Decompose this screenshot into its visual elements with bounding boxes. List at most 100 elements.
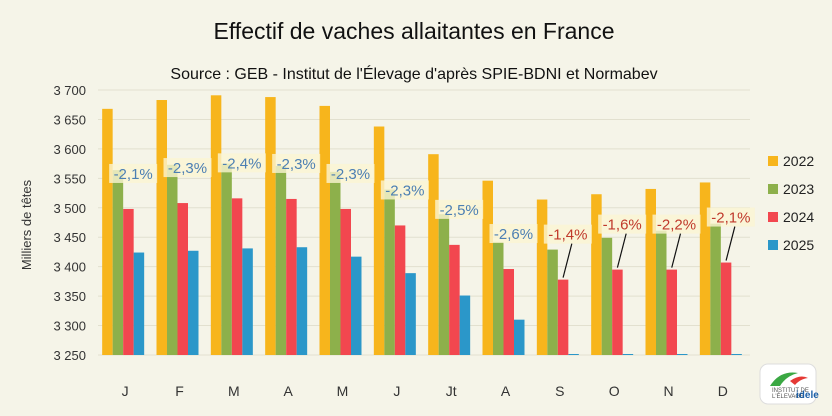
- y-tick-label: 3 300: [53, 319, 86, 334]
- logo-leaf-icon: [770, 372, 798, 386]
- bar-2024: [231, 198, 243, 355]
- x-tick-label: M: [337, 383, 349, 399]
- legend-swatch-2025: [768, 240, 778, 250]
- bar-2024: [666, 269, 677, 355]
- annotation-bg: [598, 214, 647, 234]
- bar-2025: [351, 256, 362, 355]
- x-tick-label: O: [609, 383, 620, 399]
- bar-2022: [645, 188, 656, 355]
- idele-logo: INSTITUT DE L'ÉLEVAGE idele: [759, 363, 819, 405]
- chart-title: Effectif de vaches allaitantes en France: [213, 18, 614, 44]
- annotation-leader-line: [562, 243, 573, 278]
- bar-2024: [720, 262, 732, 355]
- y-axis-ticks: 3 250 3 300 3 350 3 400 3 450 3 500 3 550 3 600…: [53, 83, 86, 363]
- bar-2025: [242, 248, 253, 355]
- bar-2022: [536, 199, 548, 355]
- bar-2022: [428, 154, 439, 355]
- legend-label-2022: 2022: [783, 153, 814, 169]
- legend-label-2025: 2025: [783, 237, 814, 253]
- annotation-leader-line: [725, 226, 736, 261]
- annotation-leader-line: [671, 233, 682, 268]
- bar-2024: [449, 244, 460, 355]
- bar-2024: [286, 198, 297, 355]
- bar-2022: [482, 180, 493, 355]
- annotation-bg: [706, 207, 755, 227]
- bar-2023: [601, 237, 613, 355]
- bar-2022: [373, 126, 385, 355]
- bar-2023: [167, 164, 178, 355]
- bar-2023: [330, 171, 341, 355]
- y-tick-label: 3 550: [53, 171, 86, 186]
- legend-swatch-2024: [768, 212, 778, 222]
- annotations: -2,1% -2,3% -2,4% -2,3% -2,3% -2,3% -2,5% -2,6%…: [109, 153, 755, 278]
- x-tick-label: A: [283, 383, 293, 399]
- bar-2024: [557, 279, 569, 355]
- x-tick-label: D: [718, 383, 728, 399]
- bar-2025: [188, 250, 199, 355]
- x-tick-label: J: [393, 383, 400, 399]
- annotation-bg: [543, 224, 592, 244]
- y-tick-label: 3 650: [53, 112, 86, 127]
- annotation-label: -2,2%: [657, 217, 696, 234]
- annotation-label: -2,1%: [711, 210, 750, 227]
- bar-2025: [731, 354, 742, 355]
- bar-2025: [405, 273, 416, 355]
- annotation-bg: [217, 153, 266, 173]
- bar-2023: [275, 165, 287, 355]
- annotation-leader-line: [616, 233, 627, 268]
- bar-2023: [438, 214, 450, 355]
- x-tick-label: M: [228, 383, 240, 399]
- x-tick-label: F: [175, 383, 184, 399]
- annotation-label: -2,4%: [222, 155, 261, 172]
- bar-2024: [503, 269, 514, 355]
- y-tick-label: 3 450: [53, 230, 86, 245]
- bar-2025: [296, 247, 308, 355]
- bar-2023: [710, 223, 721, 355]
- bar-2022: [319, 105, 330, 356]
- bar-2025: [622, 354, 634, 355]
- bar-2025: [514, 319, 525, 355]
- bar-2022: [699, 182, 711, 355]
- annotation-bg: [489, 224, 538, 244]
- annotation-bg: [435, 199, 484, 219]
- y-tick-label: 3 400: [53, 260, 86, 275]
- annotation-label: -1,6%: [603, 217, 642, 234]
- bar-2025: [568, 354, 579, 355]
- y-tick-label: 3 500: [53, 201, 86, 216]
- logo-background: [759, 363, 817, 405]
- bar-2024: [612, 269, 623, 355]
- annotation-label: -1,4%: [548, 227, 587, 244]
- bar-2022: [265, 97, 276, 356]
- annotation-label: -2,3%: [277, 156, 316, 173]
- bar-2024: [123, 208, 134, 355]
- bar-2023: [656, 230, 667, 355]
- legend-swatch-2023: [768, 184, 778, 194]
- y-axis-label: Milliers de têtes: [19, 179, 34, 270]
- x-tick-label: J: [122, 383, 129, 399]
- legend-label-2024: 2024: [783, 209, 814, 225]
- annotation-label: -2,1%: [114, 166, 153, 183]
- annotation-label: -2,5%: [440, 202, 479, 219]
- annotation-label: -2,3%: [331, 166, 370, 183]
- annotation-label: -2,3%: [385, 182, 424, 199]
- bar-2025: [133, 252, 145, 355]
- bar-2024: [340, 208, 351, 355]
- bar-2023: [384, 189, 395, 355]
- annotation-bg: [163, 158, 212, 178]
- y-tick-label: 3 600: [53, 142, 86, 157]
- bar-2022: [591, 194, 602, 355]
- chart-subtitle: Source : GEB - Institut de l'Élevage d'a…: [170, 64, 657, 83]
- logo-wordmark: idele: [796, 390, 819, 401]
- logo-flame-icon: [790, 376, 808, 385]
- annotation-bg: [380, 180, 429, 200]
- bar-2022: [102, 108, 113, 355]
- bar-2024: [394, 225, 406, 355]
- annotation-label: -2,6%: [494, 226, 533, 243]
- logo-text-line-1: INSTITUT DE: [772, 388, 809, 394]
- x-tick-label: A: [501, 383, 511, 399]
- x-tick-label: N: [663, 383, 673, 399]
- bar-2024: [177, 203, 188, 355]
- bar-2023: [493, 241, 504, 355]
- x-tick-label: S: [555, 383, 564, 399]
